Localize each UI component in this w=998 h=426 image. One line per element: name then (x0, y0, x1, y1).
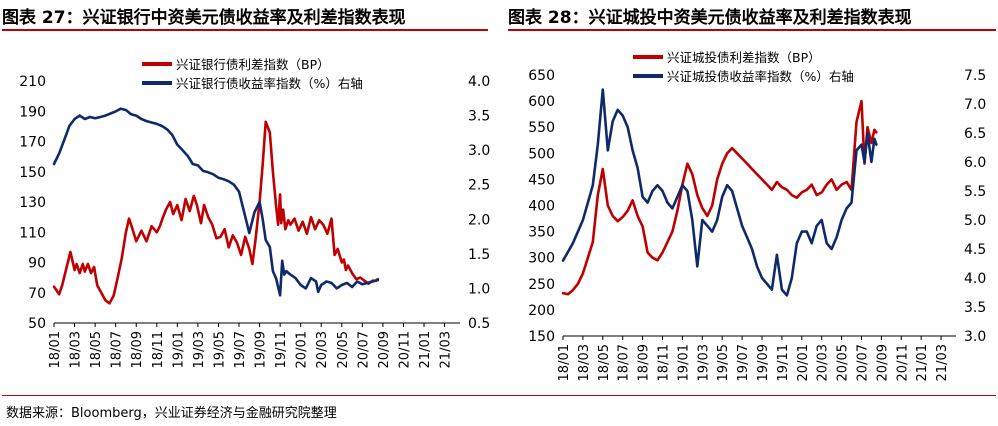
x-tick-label: 18/05 (89, 331, 104, 368)
y-left-tick-label: 210 (19, 74, 46, 90)
x-tick-label: 18/11 (656, 344, 671, 381)
x-tick-label: 19/05 (716, 344, 731, 381)
y-right-tick-label: 6.5 (964, 126, 986, 142)
footer-rule (2, 395, 996, 396)
y-right-tick-label: 4.0 (468, 74, 490, 90)
x-tick-label: 19/07 (233, 331, 248, 368)
y-right-tick-label: 3.5 (964, 300, 986, 316)
x-tick-label: 20/05 (836, 344, 851, 381)
x-tick-label: 20/11 (397, 331, 412, 368)
series-line-spread (561, 99, 878, 296)
y-left-tick-label: 150 (19, 165, 46, 181)
x-tick-label: 18/01 (48, 331, 63, 368)
y-left-tick-label: 500 (528, 146, 555, 162)
x-tick-label: 19/05 (212, 331, 227, 368)
x-tick-label: 19/01 (171, 331, 186, 368)
x-tick-label: 18/01 (557, 344, 572, 381)
x-tick-label: 18/05 (597, 344, 612, 381)
legend-label: 兴证城投债利差指数（BP） (667, 50, 821, 65)
y-left-tick-label: 550 (528, 120, 555, 136)
y-right-tick-label: 2.5 (468, 178, 490, 194)
y-right-tick-label: 1.5 (468, 247, 490, 263)
x-tick-label: 18/07 (617, 344, 632, 381)
x-tick-label: 19/09 (254, 331, 269, 368)
y-left-tick-label: 110 (19, 225, 46, 241)
x-tick-label: 18/09 (637, 344, 652, 381)
x-tick-label: 18/03 (69, 331, 84, 368)
y-right-tick-label: 5.0 (964, 213, 986, 229)
y-left-tick-label: 130 (19, 195, 46, 211)
y-left-tick-label: 200 (528, 303, 555, 319)
x-tick-label: 19/11 (776, 344, 791, 381)
series-line-yield (52, 107, 380, 297)
y-left-tick-label: 400 (528, 199, 555, 215)
x-tick-label: 20/03 (816, 344, 831, 381)
y-left-tick-label: 600 (528, 94, 555, 110)
chart-2: 150 200 250 300 350 400 450 500 550 600 650 3.0 3.5 4… (528, 50, 986, 381)
x-tick-label: 21/03 (439, 331, 454, 368)
y-right-tick-label: 4.0 (964, 271, 986, 287)
y-right-tick-label: 6.0 (964, 155, 986, 171)
legend-label: 兴证银行债收益率指数（%）右轴 (176, 76, 363, 91)
title-rule-2 (508, 29, 996, 31)
x-tick-label: 18/03 (577, 344, 592, 381)
y-left-tick-label: 450 (528, 172, 555, 188)
y-left-tick-label: 350 (528, 225, 555, 241)
y-left-tick-label: 170 (19, 135, 46, 151)
y-left-tick-label: 650 (528, 68, 555, 84)
y-left-tick-label: 150 (528, 329, 555, 345)
x-tick-label: 18/07 (110, 331, 125, 368)
x-tick-label: 19/09 (756, 344, 771, 381)
x-tick-label: 18/11 (151, 331, 166, 368)
x-tick-label: 19/03 (696, 344, 711, 381)
x-tick-label: 20/01 (295, 331, 310, 368)
x-tick-label: 20/07 (356, 331, 371, 368)
x-tick-label: 20/03 (315, 331, 330, 368)
x-tick-label: 20/09 (875, 344, 890, 381)
x-tick-label: 18/09 (130, 331, 145, 368)
y-left-tick-label: 300 (528, 251, 555, 267)
y-right-tick-label: 0.5 (468, 316, 490, 332)
y-right-tick-label: 4.5 (964, 242, 986, 258)
chart-1-title: 图表 27：兴证银行中资美元债收益率及利差指数表现 (2, 8, 406, 28)
y-left-tick-label: 250 (528, 277, 555, 293)
x-tick-label: 20/05 (336, 331, 351, 368)
y-left-tick-label: 70 (28, 286, 46, 302)
series-line-spread (52, 120, 380, 305)
y-right-tick-label: 2.0 (468, 212, 490, 228)
x-tick-label: 20/09 (377, 331, 392, 368)
source-note: 数据来源：Bloomberg，兴业证券经济与金融研究院整理 (6, 406, 337, 421)
x-tick-label: 19/03 (192, 331, 207, 368)
legend-label: 兴证银行债利差指数（BP） (176, 57, 330, 72)
y-left-tick-label: 50 (28, 316, 46, 332)
y-left-tick-label: 190 (19, 104, 46, 120)
x-tick-label: 21/01 (915, 344, 930, 381)
y-right-tick-label: 3.0 (964, 329, 986, 345)
y-right-tick-label: 3.5 (468, 109, 490, 125)
x-tick-label: 20/11 (895, 344, 910, 381)
title-rule-1 (2, 29, 488, 31)
y-left-tick-label: 90 (28, 256, 46, 272)
y-right-tick-label: 1.0 (468, 281, 490, 297)
x-tick-label: 19/07 (736, 344, 751, 381)
y-right-tick-label: 3.0 (468, 143, 490, 159)
y-right-tick-label: 7.0 (964, 97, 986, 113)
chart-1: 50 70 90 110 130 150 170 190 210 0.5 1.0 1.5 2.0 2.5 3… (19, 57, 490, 368)
x-tick-label: 21/01 (418, 331, 433, 368)
series-line-yield (561, 88, 878, 297)
chart-2-title: 图表 28：兴证城投中资美元债收益率及利差指数表现 (508, 8, 912, 28)
x-tick-label: 19/11 (274, 331, 289, 368)
y-right-tick-label: 7.5 (964, 68, 986, 84)
y-right-tick-label: 5.5 (964, 184, 986, 200)
x-tick-label: 20/01 (796, 344, 811, 381)
legend-label: 兴证城投债收益率指数（%）右轴 (667, 69, 854, 84)
x-tick-label: 19/01 (676, 344, 691, 381)
x-tick-label: 21/03 (935, 344, 950, 381)
x-tick-label: 20/07 (855, 344, 870, 381)
